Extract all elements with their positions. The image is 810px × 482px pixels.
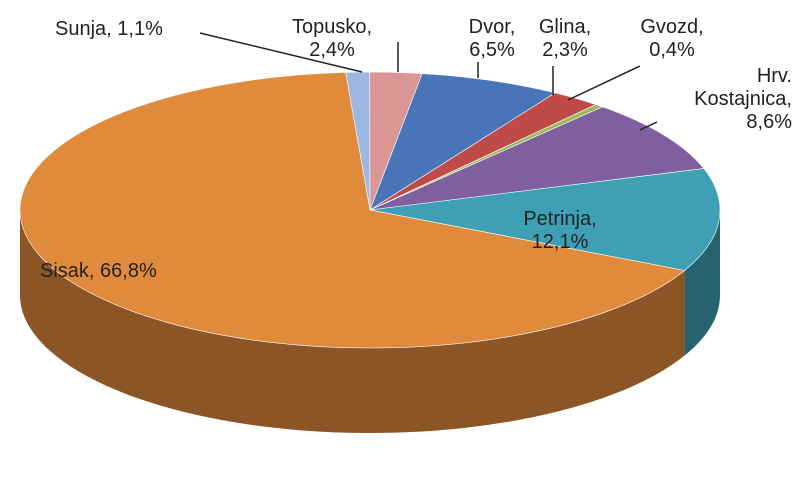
slice-side-shade (20, 210, 685, 433)
slice-side (684, 210, 720, 356)
data-label: Glina, 2,3% (538, 16, 592, 61)
data-label: Topusko, 2,4% (291, 16, 373, 61)
slice-side-shade (684, 210, 720, 356)
slice (19, 72, 686, 349)
data-label: Sunja, 1,1% (55, 18, 163, 40)
slice (369, 168, 721, 271)
leader-line (567, 65, 641, 101)
data-label: Dvor, 6,5% (468, 16, 516, 61)
data-label: Sisak, 66,8% (40, 260, 157, 282)
data-label: Petrinja, 12,1% (523, 208, 597, 253)
slice (369, 106, 705, 211)
leader-line (639, 121, 658, 131)
slice-side (20, 210, 685, 433)
leader-line (199, 32, 363, 73)
slice (369, 73, 556, 211)
data-label: Gvozd, 0,4% (640, 16, 704, 61)
data-label: Hrv. Kostajnica, 8,6% (694, 65, 792, 133)
